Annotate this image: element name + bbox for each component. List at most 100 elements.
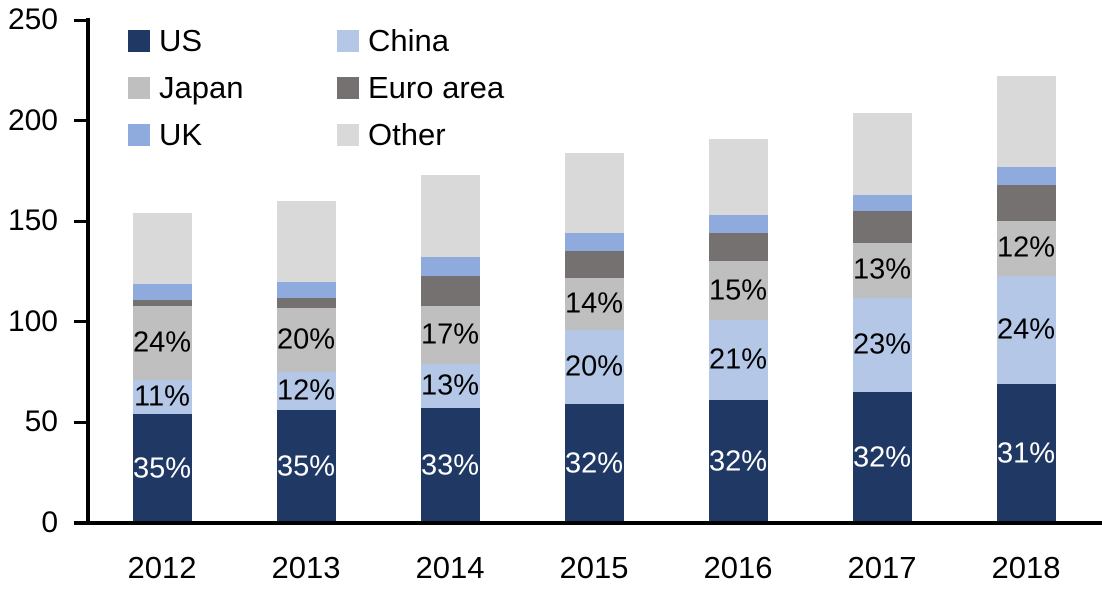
segment-label: 11% bbox=[134, 380, 190, 413]
segment-label: 20% bbox=[564, 350, 624, 383]
segment-label: 17% bbox=[420, 318, 480, 351]
segment-label: 20% bbox=[276, 323, 336, 356]
x-axis-label: 2017 bbox=[847, 550, 917, 585]
bar-segment-china bbox=[564, 329, 624, 405]
segment-label: 15% bbox=[708, 274, 768, 307]
bar-segment-other bbox=[132, 213, 192, 284]
bar-segment-other bbox=[420, 174, 480, 258]
bar-segment-uk bbox=[276, 281, 336, 298]
bar-segment-us bbox=[708, 400, 768, 523]
bar-segment-euro-area bbox=[132, 299, 192, 306]
bar-segment-uk bbox=[132, 283, 192, 300]
bar-segment-other bbox=[708, 138, 768, 216]
bar-segment-japan bbox=[996, 221, 1056, 276]
bar-segment-japan bbox=[132, 305, 192, 381]
y-axis-label: 150 bbox=[7, 204, 58, 238]
x-axis-label: 2018 bbox=[991, 550, 1061, 585]
segment-label: 13% bbox=[852, 253, 912, 286]
bar-segment-us bbox=[564, 404, 624, 523]
legend-swatch-icon bbox=[337, 124, 359, 147]
legend: US China Japan Euro area UK Other bbox=[128, 23, 505, 152]
legend-label: Euro area bbox=[368, 70, 505, 106]
legend-item-japan: Japan bbox=[128, 70, 337, 105]
bar-segment-uk bbox=[564, 233, 624, 252]
y-axis-tick bbox=[74, 420, 86, 424]
y-axis-tick bbox=[74, 320, 86, 324]
bar-segment-euro-area bbox=[708, 233, 768, 262]
bar-segment-china bbox=[276, 372, 336, 411]
legend-item-euro-area: Euro area bbox=[337, 70, 505, 106]
bar-segment-japan bbox=[564, 277, 624, 330]
bar-segment-euro-area bbox=[420, 275, 480, 306]
bar-segment-us bbox=[132, 414, 192, 523]
bar-segment-euro-area bbox=[852, 211, 912, 244]
segment-label: 13% bbox=[420, 369, 480, 402]
segment-label: 32% bbox=[852, 441, 912, 474]
legend-swatch-icon bbox=[128, 77, 150, 100]
legend-swatch-icon bbox=[337, 77, 359, 100]
segment-label: 23% bbox=[852, 328, 912, 361]
y-axis-label: 250 bbox=[7, 3, 58, 36]
segment-label: 14% bbox=[564, 287, 624, 320]
segment-label: 12% bbox=[276, 374, 336, 407]
legend-swatch-icon bbox=[337, 30, 359, 53]
legend-label: China bbox=[368, 23, 449, 58]
bar-segment-china bbox=[708, 319, 768, 401]
legend-swatch-icon bbox=[128, 124, 150, 147]
bar-segment-china bbox=[996, 275, 1056, 385]
segment-label: 33% bbox=[420, 449, 480, 482]
legend-label: US bbox=[159, 23, 203, 58]
segment-label: 35% bbox=[132, 452, 192, 485]
bar-segment-us bbox=[420, 408, 480, 523]
legend-item-us: US bbox=[128, 23, 337, 58]
bar-segment-japan bbox=[708, 261, 768, 320]
bar-segment-other bbox=[852, 112, 912, 196]
bar-segment-japan bbox=[276, 307, 336, 373]
bar-segment-other bbox=[276, 201, 336, 282]
legend-item-china: China bbox=[337, 23, 504, 58]
legend-swatch-icon bbox=[128, 30, 150, 53]
segment-label: 35% bbox=[276, 450, 336, 483]
y-axis-tick bbox=[74, 119, 86, 123]
segment-label: 31% bbox=[996, 437, 1056, 470]
bar-segment-china bbox=[132, 380, 192, 415]
bar-segment-us bbox=[996, 384, 1056, 523]
y-axis-line bbox=[86, 18, 90, 525]
bar-segment-us bbox=[276, 410, 336, 523]
segment-label: 24% bbox=[132, 326, 192, 359]
bar-segment-china bbox=[420, 364, 480, 409]
y-axis-tick bbox=[74, 219, 86, 223]
y-axis-tick bbox=[74, 18, 86, 22]
legend-item-other: Other bbox=[337, 118, 504, 152]
bar-segment-china bbox=[852, 297, 912, 393]
x-axis-label: 2014 bbox=[415, 550, 485, 585]
legend-label: UK bbox=[159, 117, 203, 153]
segment-label: 12% bbox=[996, 231, 1056, 264]
bar-segment-uk bbox=[852, 195, 912, 212]
segment-label: 32% bbox=[564, 447, 624, 480]
segment-label: 21% bbox=[708, 343, 768, 376]
x-axis-label: 2016 bbox=[703, 550, 773, 585]
x-axis-label: 2013 bbox=[271, 550, 341, 585]
bar-segment-japan bbox=[852, 243, 912, 298]
segment-label: 24% bbox=[996, 313, 1056, 346]
bar-segment-uk bbox=[708, 215, 768, 234]
x-axis-line bbox=[74, 521, 1102, 525]
bar-segment-uk bbox=[420, 257, 480, 276]
y-axis-label: 200 bbox=[7, 103, 58, 137]
bar-segment-japan bbox=[420, 305, 480, 365]
y-axis-label: 100 bbox=[7, 304, 58, 338]
bar-segment-euro-area bbox=[996, 184, 1056, 222]
y-axis-label: 0 bbox=[41, 506, 58, 539]
y-axis-label: 50 bbox=[24, 405, 58, 439]
x-axis-label: 2015 bbox=[559, 550, 629, 585]
legend-item-uk: UK bbox=[128, 118, 337, 152]
bar-segment-other bbox=[996, 76, 1056, 167]
segment-label: 32% bbox=[708, 445, 768, 478]
x-axis-label: 2012 bbox=[127, 550, 197, 585]
bar-segment-other bbox=[564, 152, 624, 234]
bar-segment-euro-area bbox=[564, 251, 624, 278]
bar-segment-euro-area bbox=[276, 297, 336, 308]
bar-segment-us bbox=[852, 392, 912, 523]
